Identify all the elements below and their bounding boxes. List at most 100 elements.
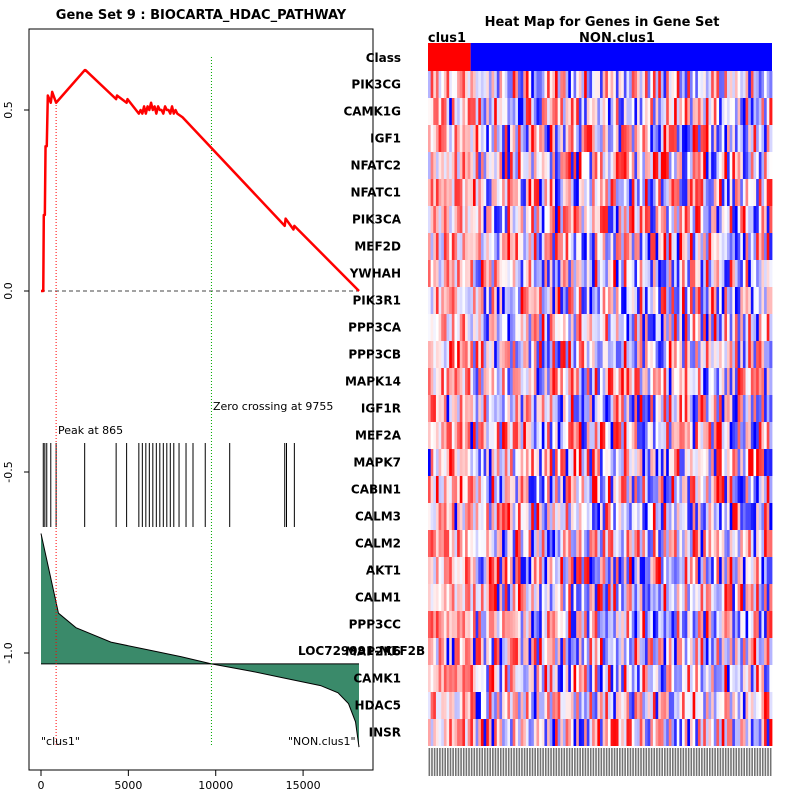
sample-label-mark	[539, 748, 542, 776]
heatmap-cell	[727, 449, 731, 476]
heatmap-cell	[637, 611, 641, 638]
heatmap-cell	[544, 584, 548, 611]
heatmap-cell	[594, 503, 598, 530]
heatmap-cell	[671, 71, 675, 98]
heatmap-cell	[663, 503, 667, 530]
heatmap-cell	[687, 98, 691, 125]
heatmap-cell	[562, 206, 566, 233]
heatmap-cell	[663, 638, 667, 665]
heatmap-cell	[592, 719, 596, 746]
heatmap-cell	[642, 98, 646, 125]
heatmap-cell	[692, 611, 696, 638]
heatmap-cell	[515, 314, 519, 341]
sample-label-mark	[761, 748, 764, 776]
heatmap-cell	[666, 422, 670, 449]
heatmap-cell	[663, 692, 667, 719]
heatmap-cell	[435, 341, 439, 368]
heatmap-cell	[475, 71, 479, 98]
heatmap-cell	[433, 125, 437, 152]
heatmap-cell	[597, 665, 601, 692]
heatmap-cell	[705, 422, 709, 449]
heatmap-cell	[634, 692, 638, 719]
heatmap-cell	[742, 584, 746, 611]
heatmap-cell	[660, 260, 664, 287]
heatmap-cell	[676, 260, 680, 287]
heatmap-cell	[655, 692, 659, 719]
heatmap-cell	[441, 665, 445, 692]
heatmap-cell	[607, 611, 611, 638]
heatmap-cell	[753, 557, 757, 584]
heatmap-cell	[504, 314, 508, 341]
heatmap-cell	[629, 71, 633, 98]
heatmap-cell	[457, 557, 461, 584]
heatmap-cell	[478, 125, 482, 152]
heatmap-cell	[637, 503, 641, 530]
heatmap-cell	[631, 314, 635, 341]
heatmap-cell	[724, 71, 728, 98]
heatmap-cell	[435, 530, 439, 557]
heatmap-cell	[428, 611, 432, 638]
heatmap-cell	[544, 611, 548, 638]
heatmap-cell	[536, 503, 540, 530]
heatmap-cell	[607, 395, 611, 422]
heatmap-cell	[748, 395, 752, 422]
heatmap-cell	[692, 260, 696, 287]
heatmap-cell	[655, 395, 659, 422]
heatmap-cell	[562, 611, 566, 638]
heatmap-cell	[618, 368, 622, 395]
heatmap-cell	[494, 557, 498, 584]
heatmap-cell	[584, 422, 588, 449]
heatmap-cell	[629, 449, 633, 476]
heatmap-cell	[679, 584, 683, 611]
heatmap-cell	[525, 287, 529, 314]
heatmap-cell	[650, 476, 654, 503]
heatmap-cell	[610, 341, 614, 368]
heatmap-cell	[761, 503, 765, 530]
heatmap-cell	[517, 287, 522, 314]
heatmap-cell	[523, 449, 527, 476]
heatmap-cell	[584, 692, 588, 719]
heatmap-cell	[610, 179, 614, 206]
heatmap-cell	[435, 260, 439, 287]
heatmap-cell	[428, 395, 432, 422]
heatmap-cell	[626, 503, 630, 530]
heatmap-cell	[742, 449, 746, 476]
heatmap-cell	[671, 368, 675, 395]
sample-label-mark	[552, 748, 555, 776]
heatmap-cell	[462, 206, 466, 233]
heatmap-cell	[430, 287, 434, 314]
heatmap-cell	[719, 449, 723, 476]
heatmap-cell	[557, 449, 561, 476]
heatmap-cell	[724, 179, 728, 206]
heatmap-cell	[658, 98, 662, 125]
heatmap-cell	[687, 260, 691, 287]
heatmap-cell	[745, 449, 749, 476]
heatmap-cell	[615, 287, 619, 314]
heatmap-cell	[724, 449, 728, 476]
heatmap-cell	[674, 260, 678, 287]
heatmap-cell	[478, 665, 482, 692]
heatmap-cell	[589, 152, 593, 179]
heatmap-cell	[443, 692, 447, 719]
heatmap-cell	[700, 152, 704, 179]
heatmap-cell	[655, 368, 659, 395]
heatmap-cell	[539, 557, 543, 584]
heatmap-cell	[626, 260, 630, 287]
heatmap-cell	[499, 233, 503, 260]
heatmap-cell	[555, 287, 559, 314]
heatmap-cell	[541, 665, 545, 692]
heatmap-cell	[679, 206, 683, 233]
heatmap-cell	[658, 368, 662, 395]
heatmap-cell	[459, 584, 463, 611]
heatmap-cell	[700, 449, 704, 476]
heatmap-cell	[658, 206, 662, 233]
heatmap-cell	[435, 638, 439, 665]
heatmap-cell	[573, 179, 577, 206]
heatmap-cell	[533, 71, 537, 98]
heatmap-cell	[486, 287, 490, 314]
heatmap-cell	[428, 125, 432, 152]
heatmap-cell	[623, 71, 627, 98]
heatmap-cell	[560, 206, 564, 233]
heatmap-cell	[692, 71, 696, 98]
heatmap-cell	[502, 71, 506, 98]
